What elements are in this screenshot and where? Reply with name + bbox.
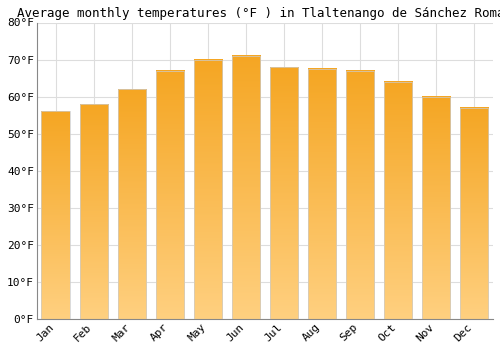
Title: Average monthly temperatures (°F ) in Tlaltenango de Sánchez Román: Average monthly temperatures (°F ) in Tl… bbox=[18, 7, 500, 20]
Bar bbox=[194, 60, 222, 319]
Bar bbox=[460, 108, 488, 319]
Bar bbox=[384, 82, 412, 319]
Bar bbox=[232, 56, 260, 319]
Bar bbox=[42, 111, 70, 319]
Bar bbox=[346, 71, 374, 319]
Bar bbox=[118, 89, 146, 319]
Bar bbox=[422, 97, 450, 319]
Bar bbox=[156, 71, 184, 319]
Bar bbox=[270, 67, 298, 319]
Bar bbox=[80, 104, 108, 319]
Bar bbox=[308, 69, 336, 319]
